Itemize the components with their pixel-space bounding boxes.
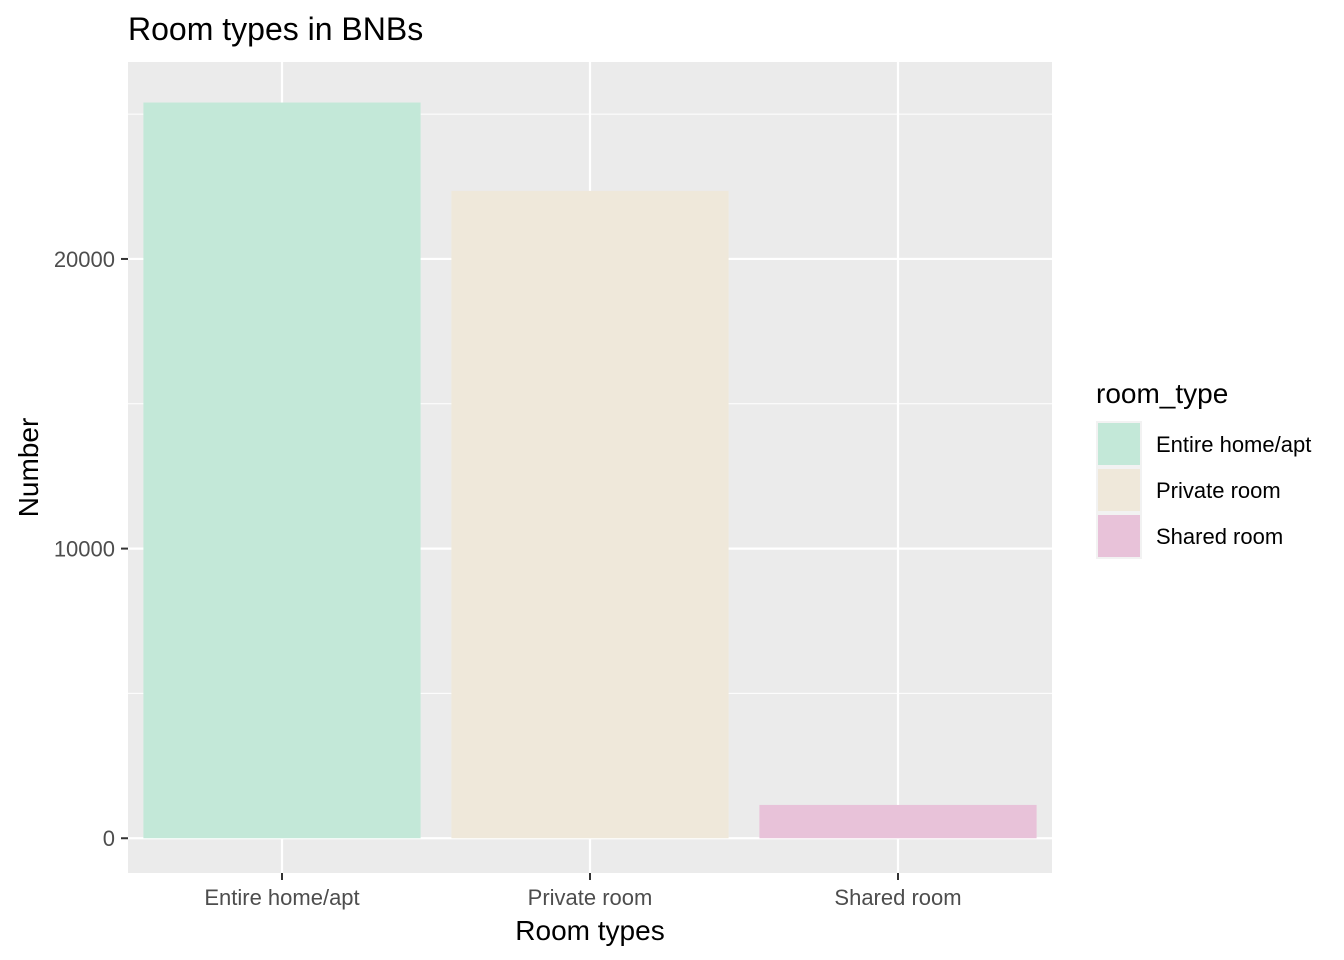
bar-entire-home-apt [143, 102, 421, 839]
x-tick-label: Shared room [834, 885, 961, 910]
legend-swatch [1098, 423, 1140, 465]
bar-shared-room [759, 804, 1037, 839]
legend-label: Shared room [1156, 524, 1283, 549]
legend-label: Private room [1156, 478, 1281, 503]
legend-swatch [1098, 469, 1140, 511]
y-tick-label: 0 [103, 826, 115, 851]
y-axis-title: Number [13, 418, 44, 518]
bars [143, 102, 1037, 839]
y-axis: 0 10000 20000 [54, 247, 128, 851]
x-tick-label: Entire home/apt [204, 885, 359, 910]
x-axis: Entire home/apt Private room Shared room [204, 873, 962, 910]
x-tick-label: Private room [528, 885, 653, 910]
bar-private-room [451, 190, 729, 839]
legend-label: Entire home/apt [1156, 432, 1311, 457]
legend-title: room_type [1096, 378, 1228, 409]
legend: room_type Entire home/apt Private room Sha… [1096, 378, 1311, 559]
chart-title: Room types in BNBs [128, 11, 423, 47]
x-axis-title: Room types [515, 915, 664, 946]
y-tick-label: 20000 [54, 247, 115, 272]
legend-swatch [1098, 515, 1140, 557]
y-tick-label: 10000 [54, 537, 115, 562]
